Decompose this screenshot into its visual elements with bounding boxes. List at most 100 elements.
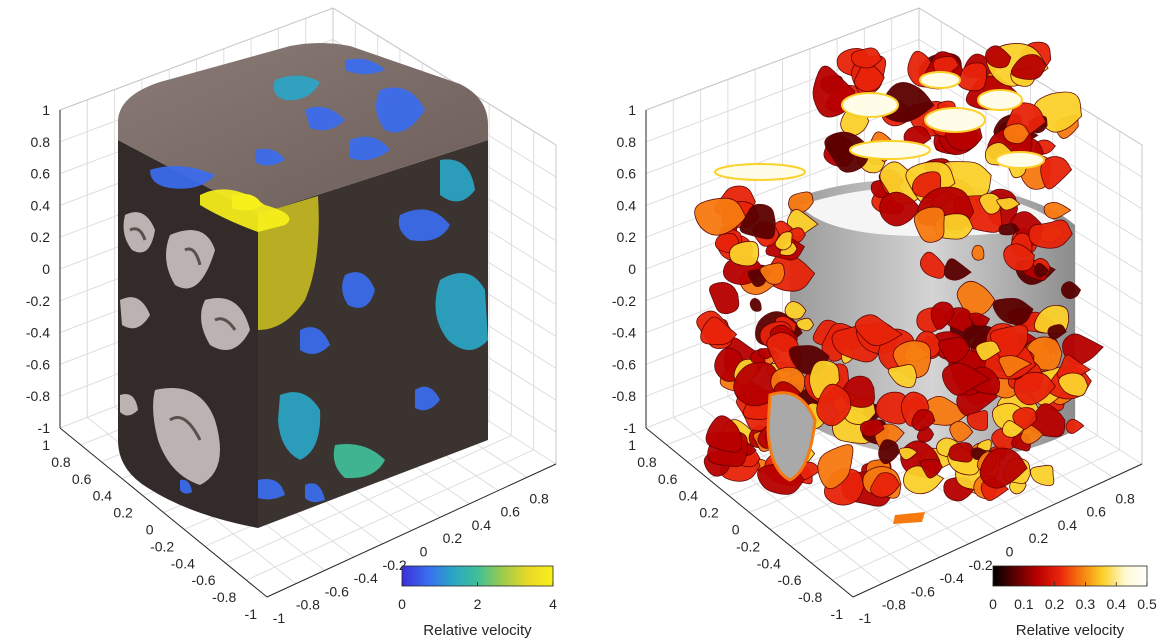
pore-surface	[788, 191, 814, 214]
y-tick-label: 0.8	[637, 454, 657, 470]
pore-surface	[998, 223, 1021, 236]
y-tick-label: -1	[245, 606, 258, 622]
z-tick-label: 0.8	[617, 134, 637, 150]
velocity-patch	[415, 386, 440, 411]
z-tick-label: -0.6	[26, 356, 50, 372]
colorbar-tick-label: 0.4	[1106, 596, 1126, 612]
x-tick-label: -0.4	[354, 570, 378, 586]
y-tick-label: 0.2	[113, 505, 133, 521]
x-tick-label: 0	[420, 544, 428, 560]
pore-surface	[729, 240, 760, 267]
pore-surface	[859, 419, 885, 438]
pore-surface	[824, 131, 872, 173]
y-tick-label: -0.8	[798, 589, 822, 605]
x-tick-label: 0.2	[443, 530, 463, 546]
z-tick-label: 0.4	[617, 197, 637, 213]
x-axis-line	[852, 463, 1143, 598]
pore-surface	[153, 388, 220, 485]
z-tick-label: 0.4	[31, 197, 51, 213]
y-tick-label: -0.6	[777, 572, 801, 588]
pore-shadow	[214, 317, 237, 331]
pore-surface	[854, 314, 903, 347]
pore-surface	[870, 472, 901, 498]
pore-surface	[968, 312, 991, 328]
pore-surface	[879, 191, 920, 227]
colorbar-tick-label: 2	[474, 596, 482, 612]
velocity-patch	[258, 479, 285, 500]
y-axis-line	[59, 427, 268, 598]
colorbar-label: Relative velocity	[1016, 622, 1125, 639]
x-tick-label: 0.4	[472, 517, 492, 533]
velocity-patch	[435, 272, 488, 350]
pore-surface	[120, 394, 138, 416]
velocity-patch	[350, 136, 390, 161]
x-tick-label: 0.6	[500, 504, 520, 520]
pore-surface	[694, 197, 747, 236]
pore-surface	[878, 439, 900, 465]
floor-grid-line	[225, 435, 512, 564]
velocity-patch	[305, 483, 325, 503]
block-top-face	[118, 43, 488, 214]
z-tick-label: -0.8	[612, 388, 636, 404]
pore-surface	[709, 282, 740, 315]
velocity-patch	[273, 75, 320, 101]
pore-surface	[705, 415, 743, 453]
velocity-patch	[305, 106, 345, 131]
z-tick-label: -0.6	[612, 356, 636, 372]
floor-grid-line	[832, 449, 1120, 581]
z-tick-label: -0.4	[26, 325, 50, 341]
pore-surface	[1001, 420, 1025, 438]
pore-highlight	[714, 163, 806, 181]
x-tick-label: 0	[1006, 544, 1014, 560]
z-tick-label: -0.8	[26, 388, 50, 404]
pore-surface	[850, 47, 883, 69]
colorbar-label: Relative velocity	[423, 622, 532, 639]
pore-surface	[943, 258, 972, 281]
pore-surface	[796, 317, 815, 332]
y-tick-label: 0.8	[51, 454, 71, 470]
x-tick-label: 0.8	[529, 490, 549, 506]
core-fragment	[766, 391, 817, 482]
pore-shadow	[169, 416, 202, 441]
floor-grid-line	[246, 449, 534, 581]
pore-surface	[966, 410, 989, 431]
y-tick-label: -0.4	[757, 555, 781, 571]
pore-surface	[1047, 324, 1067, 340]
x-tick-label: 0.2	[1029, 530, 1049, 546]
y-tick-label: 1	[42, 437, 50, 453]
y-axis-line	[645, 427, 854, 598]
pore-surface	[979, 447, 1028, 489]
pore-surface	[919, 251, 946, 279]
velocity-patch	[150, 166, 215, 189]
velocity-patch	[376, 87, 425, 133]
pore-surface	[938, 336, 971, 364]
y-tick-label: 1	[628, 437, 636, 453]
velocity-patch-peak	[232, 193, 262, 211]
z-tick-label: -0.2	[26, 293, 50, 309]
velocity-patch	[200, 189, 290, 232]
pore-surface	[898, 447, 918, 461]
pore-surface	[201, 298, 250, 350]
x-tick-label: 0.8	[1115, 490, 1135, 506]
velocity-patch	[255, 148, 285, 166]
pore-surface	[1040, 156, 1073, 190]
z-tick-label: 0.2	[617, 229, 637, 245]
x-tick-label: -0.4	[940, 570, 964, 586]
pore-surface	[1013, 371, 1056, 406]
pore-surface	[817, 444, 854, 490]
pore-surface	[774, 231, 793, 251]
velocity-patch	[333, 444, 385, 479]
colorbar-tick-label: 0.5	[1137, 596, 1157, 612]
x-tick-label: -0.6	[911, 583, 935, 599]
velocity-patch	[278, 392, 321, 460]
z-tick-label: 1	[628, 102, 636, 118]
pore-highlight	[849, 140, 931, 160]
pore-surface	[1060, 281, 1082, 299]
velocity-patch	[398, 209, 450, 241]
z-tick-label: -0.2	[612, 293, 636, 309]
pore-surface	[700, 316, 738, 346]
velocity-patch	[300, 327, 330, 354]
pore-surface	[971, 244, 985, 261]
pore-surface	[1003, 123, 1030, 145]
